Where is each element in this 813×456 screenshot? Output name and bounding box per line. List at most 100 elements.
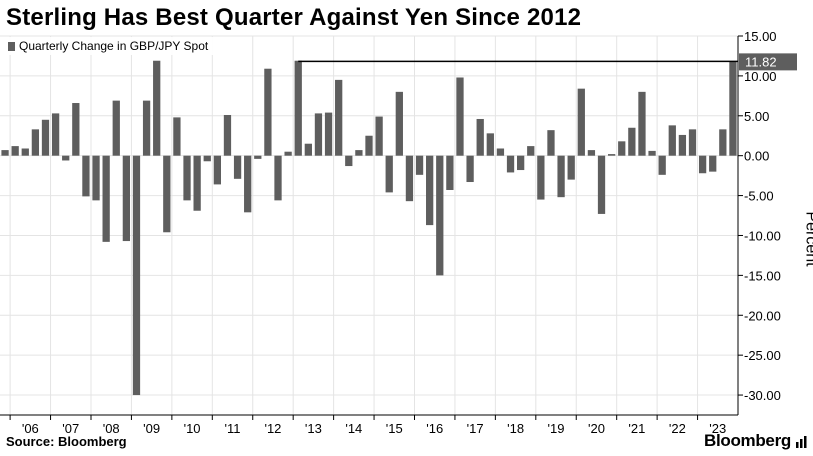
bar (304, 143, 312, 156)
bar (466, 155, 474, 183)
y-tick-label: -10.00 (744, 228, 781, 243)
bar (446, 155, 454, 190)
y-tick-label: 0.00 (744, 149, 769, 164)
x-tick-label: '09 (143, 421, 160, 436)
bar (62, 155, 70, 161)
bar (21, 148, 29, 156)
y-axis-label: Percent (802, 211, 813, 267)
bar (547, 130, 555, 156)
y-tick-label: -15.00 (744, 268, 781, 283)
legend-label: Quarterly Change in GBP/JPY Spot (19, 39, 209, 53)
x-tick-label: '10 (184, 421, 201, 436)
bar (51, 113, 60, 156)
y-tick-label: 5.00 (744, 109, 769, 124)
bar (698, 155, 707, 174)
bar (648, 150, 656, 156)
bar (678, 134, 687, 156)
bar (203, 155, 211, 162)
bar (365, 135, 373, 156)
bar (193, 155, 201, 211)
y-tick-label: 10.00 (744, 69, 777, 84)
x-tick-label: '20 (588, 421, 605, 436)
value-tag-label: 11.82 (745, 54, 777, 69)
bar (92, 155, 100, 201)
bar (395, 91, 403, 156)
y-tick-label: 15.00 (744, 29, 777, 44)
bar (607, 154, 616, 156)
bar (163, 155, 171, 233)
x-tick-label: '15 (386, 421, 403, 436)
legend: Quarterly Change in GBP/JPY Spot (2, 37, 215, 55)
bar (567, 155, 575, 180)
bar (517, 155, 525, 171)
bar (31, 129, 40, 156)
y-tick-label: -30.00 (744, 388, 781, 403)
bar (294, 60, 302, 156)
x-tick-label: '17 (467, 421, 484, 436)
bar (628, 127, 636, 156)
bar (41, 119, 50, 156)
bar (415, 155, 424, 175)
bar (557, 155, 565, 198)
bar (112, 100, 120, 156)
y-tick-label: -5.00 (744, 189, 774, 204)
bar (213, 155, 221, 185)
bar (385, 155, 393, 193)
bar (688, 129, 697, 156)
bar (314, 113, 323, 156)
bar (537, 155, 545, 200)
bar (264, 68, 272, 156)
bar (102, 155, 110, 242)
bar (496, 148, 505, 156)
x-tick-label: '13 (305, 421, 322, 436)
bar (142, 100, 151, 156)
y-tick-label: -20.00 (744, 308, 781, 323)
bar (244, 155, 252, 213)
bar (587, 150, 596, 156)
bar (223, 114, 232, 156)
bar (11, 146, 19, 156)
bar (233, 155, 242, 179)
bar (375, 116, 383, 156)
bar (658, 155, 666, 175)
x-tick-label: '18 (507, 421, 524, 436)
bar (577, 88, 585, 156)
x-tick-label: '11 (225, 421, 241, 436)
bar (335, 79, 343, 156)
bar (153, 60, 161, 156)
bar (456, 77, 464, 156)
bar (355, 150, 363, 156)
x-tick-label: '19 (548, 421, 565, 436)
x-tick-label: '12 (264, 421, 281, 436)
x-tick-label: '21 (628, 421, 645, 436)
chart-title: Sterling Has Best Quarter Against Yen Si… (6, 4, 582, 31)
bar (668, 125, 676, 156)
bar (436, 155, 444, 276)
bar (729, 61, 737, 156)
x-tick-label: '06 (22, 421, 39, 436)
brand-logo-text: Bloomberg (703, 431, 791, 450)
bar (72, 103, 80, 156)
bar (486, 133, 494, 156)
x-tick-label: '22 (669, 421, 686, 436)
value-tag (739, 53, 797, 71)
bar (719, 129, 727, 156)
bar (709, 155, 717, 172)
x-tick-label: '07 (62, 421, 79, 436)
bar (254, 155, 262, 159)
bar (274, 155, 282, 201)
legend-swatch (8, 42, 15, 51)
bar (426, 155, 434, 226)
bar (345, 155, 353, 167)
x-tick-label: '23 (709, 421, 726, 436)
bar (1, 150, 9, 156)
x-tick-label: '08 (103, 421, 120, 436)
bar (132, 155, 141, 396)
bar (284, 151, 292, 156)
source-note: Source: Bloomberg (6, 434, 127, 449)
bar (183, 155, 191, 201)
bar (405, 155, 414, 202)
bar (527, 146, 535, 156)
bar-chart-icon (796, 436, 807, 448)
